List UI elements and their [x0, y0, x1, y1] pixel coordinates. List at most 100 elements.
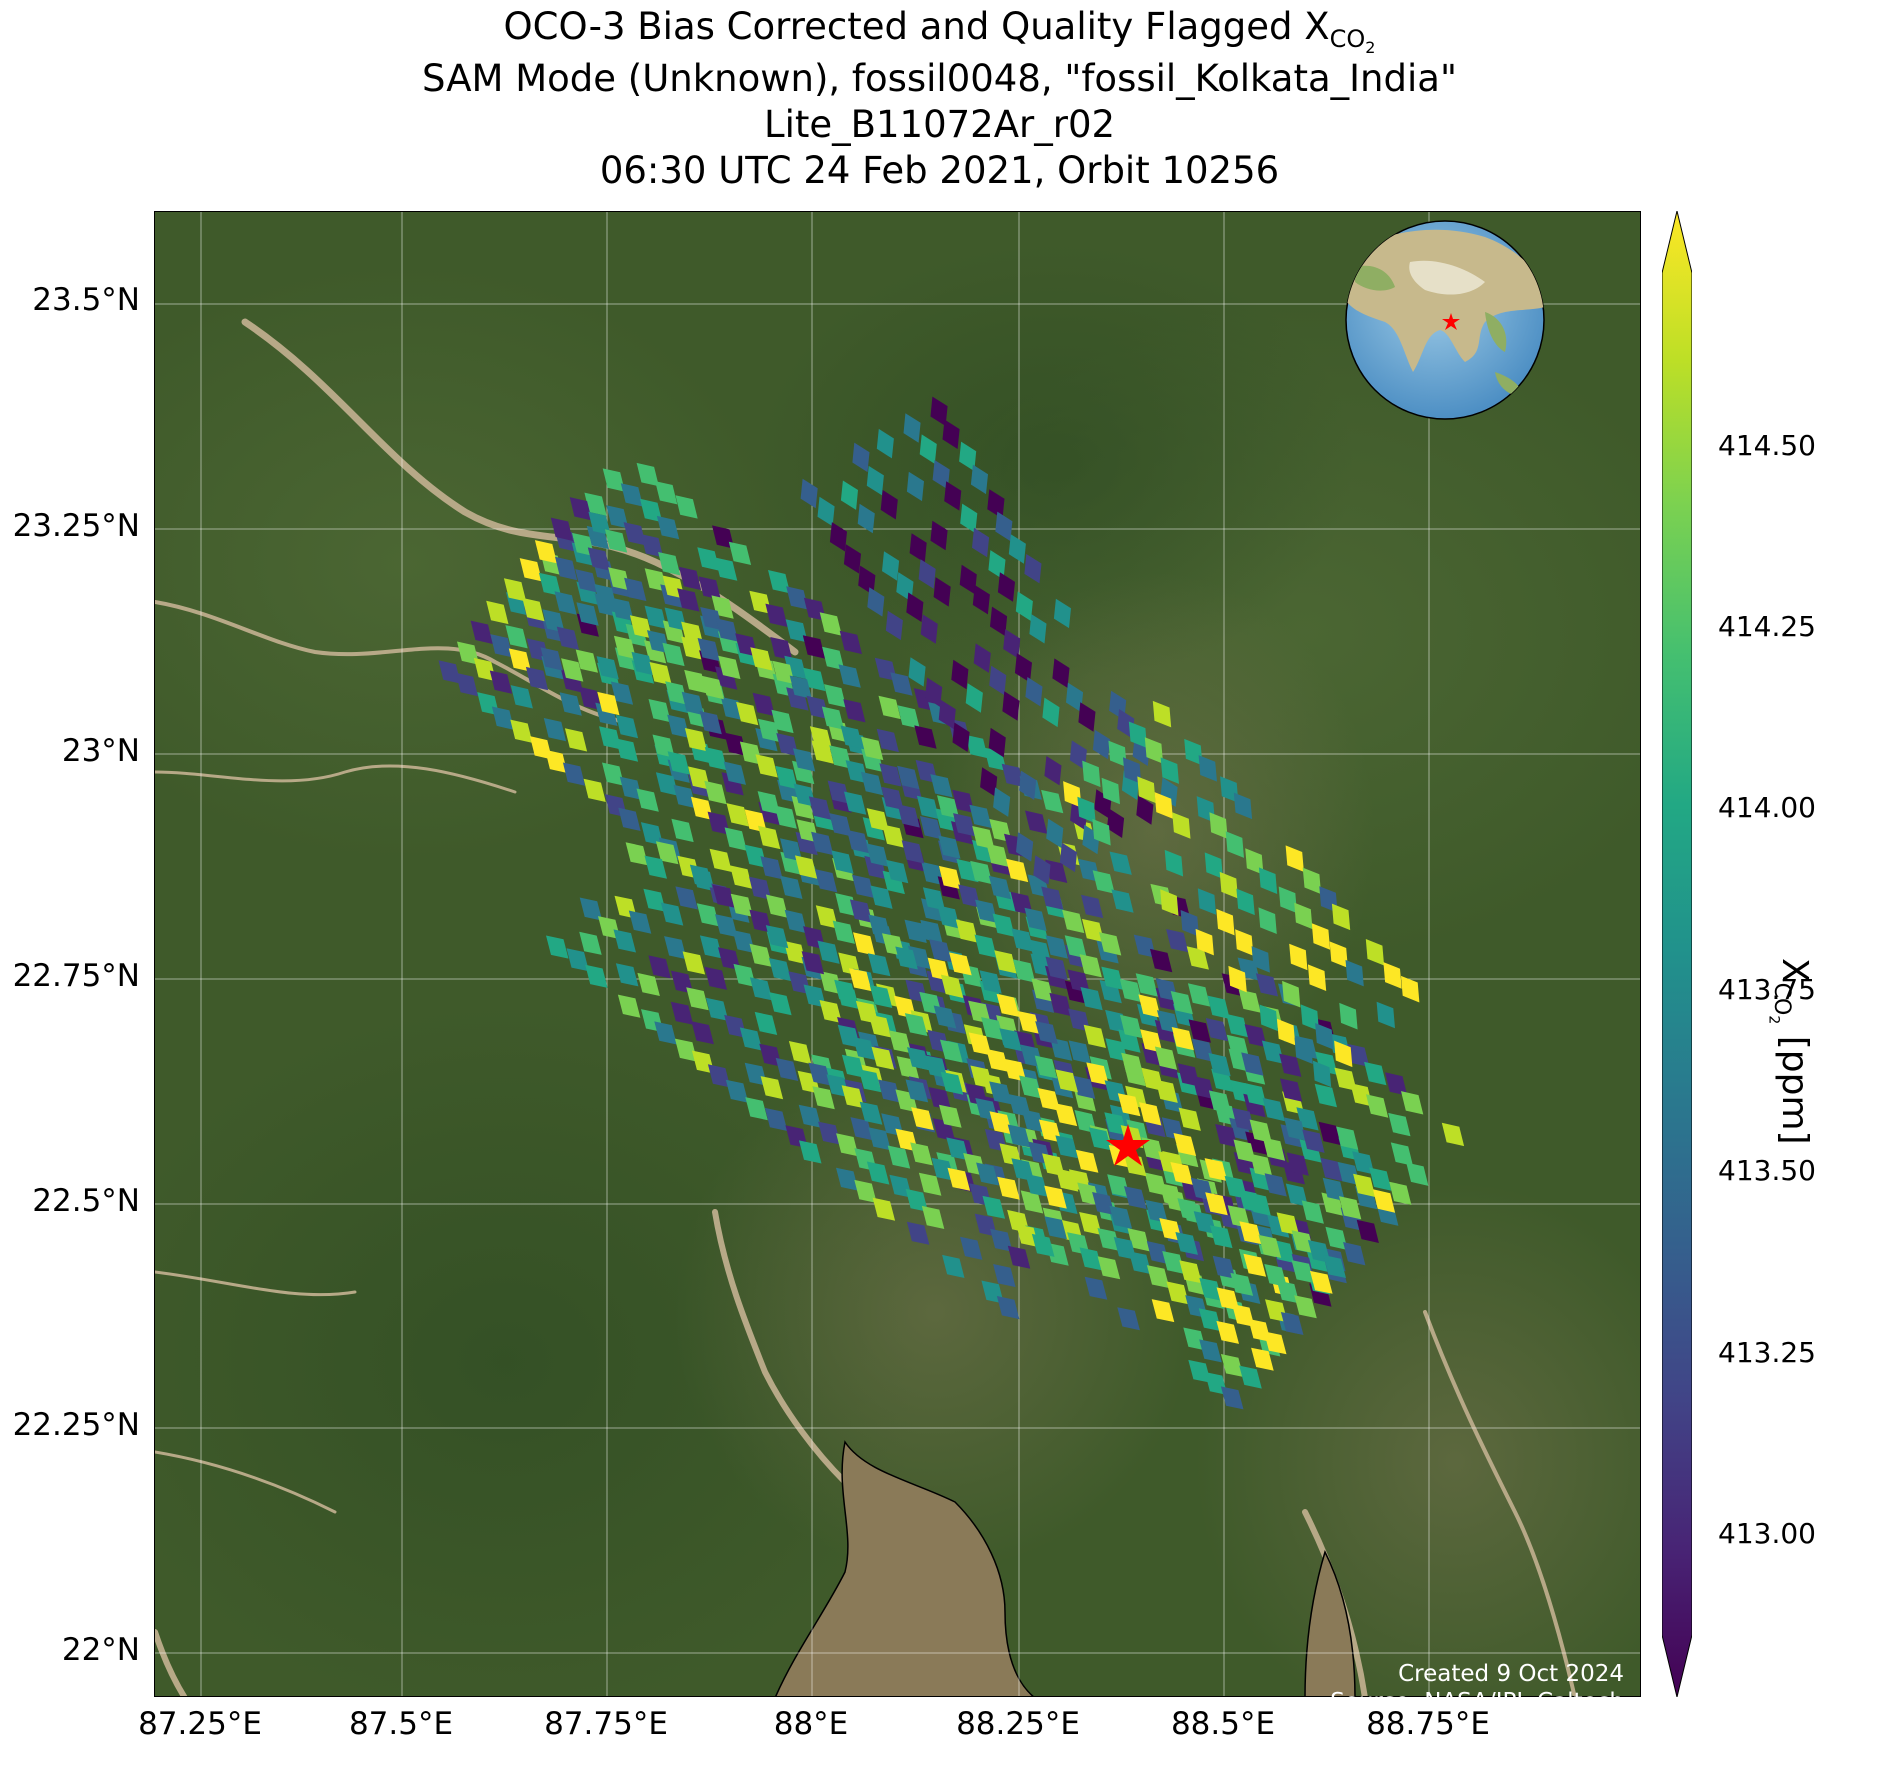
xco2-cell: [644, 855, 667, 879]
lon-label-88-5: 88.5°E: [1170, 1706, 1276, 1742]
xco2-cell: [988, 875, 1012, 900]
xco2-cell: [836, 1167, 859, 1191]
xco2-cell: [1365, 939, 1385, 966]
colorbar-tick-414-50: 414.50: [1718, 429, 1816, 462]
xco2-cell: [641, 534, 664, 558]
xco2-cell: [656, 515, 680, 540]
xco2-cell: [992, 913, 1015, 937]
xco2-cell: [1025, 810, 1048, 834]
xco2-cell: [1150, 948, 1173, 973]
xco2-cell: [712, 525, 735, 549]
xco2-cell: [725, 1079, 749, 1103]
xco2-cell: [930, 774, 953, 798]
xco2-cell: [508, 648, 532, 672]
xco2-cell: [806, 695, 829, 720]
title-line-2: SAM Mode (Unknown), fossil0048, "fossil_…: [422, 57, 1457, 100]
xco2-cell: [613, 929, 636, 953]
xco2-cell: [880, 490, 898, 520]
xco2-cell: [1376, 1001, 1395, 1029]
xco2-cell: [1307, 964, 1327, 991]
xco2-cell: [619, 776, 643, 800]
xco2-cell: [1073, 1075, 1096, 1099]
xco2-cell: [770, 637, 793, 661]
xco2-cell: [594, 584, 617, 608]
xco2-cell: [543, 718, 567, 742]
xco2-cell: [1154, 1046, 1178, 1070]
xco2-cell: [774, 805, 797, 829]
xco2-cell: [684, 728, 708, 752]
xco2-cell: [1146, 1241, 1169, 1265]
xco2-cell: [1263, 1331, 1287, 1355]
xco2-cell: [876, 728, 899, 753]
title-line-4: 06:30 UTC 24 Feb 2021, Orbit 10256: [599, 149, 1280, 192]
xco2-cell: [667, 751, 690, 775]
map-panel[interactable]: [154, 211, 1641, 1697]
xco2-cell: [1117, 1093, 1141, 1117]
xco2-cell: [615, 963, 639, 987]
xco2-cell: [486, 600, 509, 625]
xco2-cell: [858, 565, 876, 596]
xco2-cell: [817, 496, 835, 527]
colorbar-tick-413-50: 413.50: [1718, 1154, 1816, 1187]
xco2-cell: [1356, 1219, 1379, 1243]
xco2-cell: [955, 919, 979, 943]
xco2-cell: [1101, 966, 1124, 990]
xco2-cell: [771, 709, 794, 734]
xco2-cell: [1208, 1090, 1232, 1114]
xco2-cell: [769, 992, 792, 1016]
xco2-cell: [1276, 1212, 1300, 1236]
xco2-cell: [968, 1032, 992, 1056]
xco2-cell: [1099, 932, 1122, 956]
xco2-cell: [1226, 1013, 1249, 1038]
xco2-cell: [1278, 886, 1297, 914]
xco2-cell: [745, 1097, 768, 1121]
xco2-cell: [1145, 1199, 1168, 1223]
xco2-cell: [1107, 1174, 1130, 1198]
xco2-cell: [768, 570, 791, 594]
xco2-cell: [881, 786, 904, 810]
xco2-cell: [1289, 943, 1308, 971]
xco2-cell: [953, 813, 976, 837]
xco2-cell: [1128, 721, 1148, 748]
xco2-cell: [700, 607, 723, 631]
xco2-cell: [1016, 832, 1034, 862]
xco2-cell: [921, 1205, 945, 1229]
xco2-cell: [853, 1037, 876, 1060]
xco2-cell: [1138, 994, 1161, 1018]
xco2-cell: [811, 831, 834, 856]
xco2-cell: [736, 701, 759, 726]
xco2-cell: [584, 492, 607, 516]
xco2-cell: [554, 591, 577, 615]
xco2-cell: [1244, 1024, 1267, 1048]
xco2-cell: [1164, 849, 1184, 877]
xco2-cell: [730, 865, 753, 889]
xco2-cell: [829, 745, 852, 769]
xco2-cells[interactable]: [438, 396, 1465, 1410]
xco2-cell: [1016, 1224, 1039, 1248]
xco2-cell: [859, 1101, 883, 1125]
xco2-cell: [1045, 956, 1068, 980]
xco2-cell: [866, 465, 884, 496]
xco2-cell: [640, 822, 664, 846]
xco2-cell: [1259, 1004, 1278, 1032]
xco2-cell: [1097, 1228, 1121, 1251]
xco2-cell: [675, 886, 698, 910]
xco2-cell: [882, 824, 905, 848]
xco2-cell: [712, 884, 735, 908]
xco2-cell: [1249, 1119, 1272, 1143]
xco2-cell: [840, 480, 858, 510]
xco2-cell: [648, 699, 671, 723]
xco2-cell: [604, 529, 628, 553]
xco2-cell: [1152, 700, 1172, 728]
xco2-cell: [1347, 1043, 1370, 1067]
xco2-cell: [608, 567, 631, 591]
xco2-cell: [906, 592, 924, 622]
xco2-cell: [1075, 1149, 1099, 1173]
xco2-cell: [995, 511, 1013, 542]
credit-created: Created 9 Oct 2024: [1398, 1661, 1624, 1687]
colorbar-tick-414-00: 414.00: [1718, 791, 1816, 824]
xco2-cell: [1212, 1255, 1236, 1279]
xco2-cell: [1255, 973, 1279, 997]
xco2-cell: [637, 972, 660, 996]
xco2-cell: [1044, 1185, 1067, 1209]
